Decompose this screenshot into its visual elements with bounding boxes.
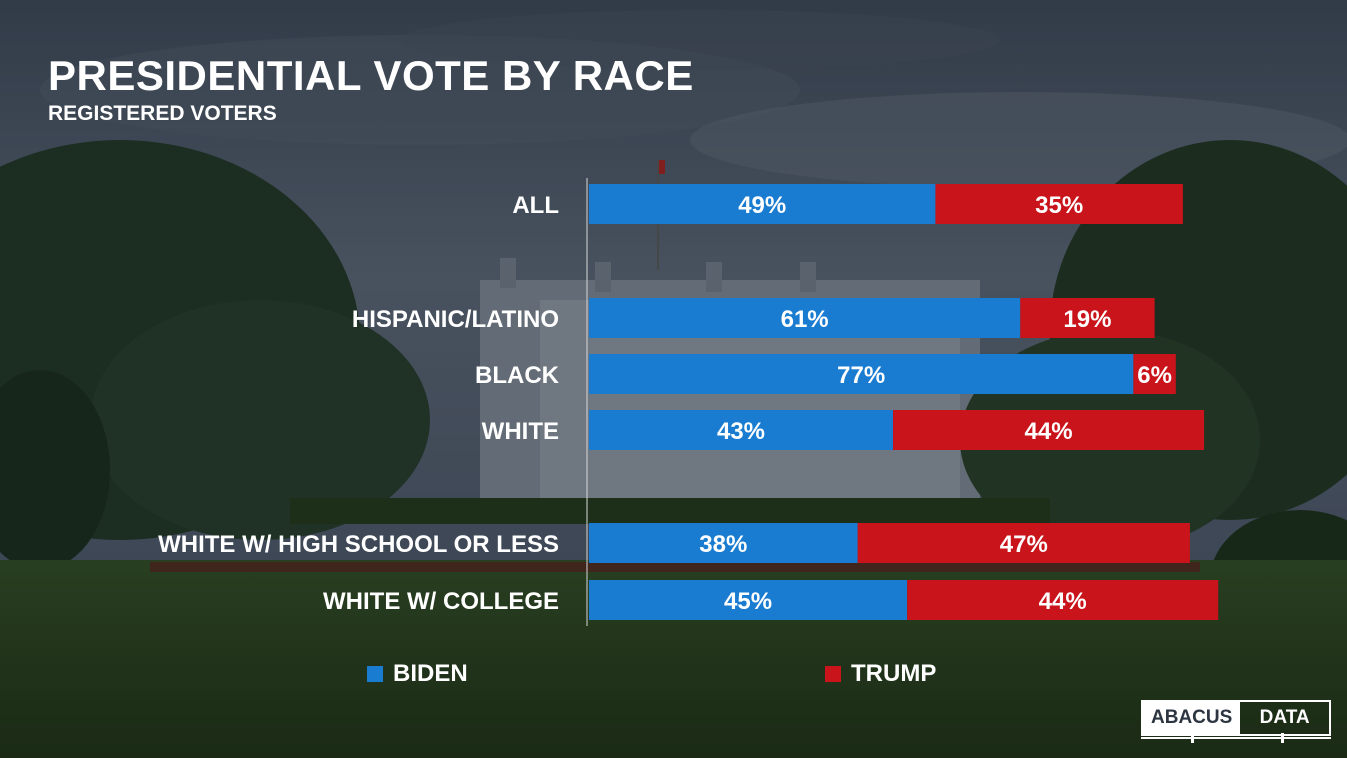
category-label-all: ALL xyxy=(512,192,559,219)
legend-item-trump: TRUMP xyxy=(825,660,936,688)
page-subtitle: REGISTERED VOTERS xyxy=(48,102,277,125)
value-label-biden-black: 77% xyxy=(837,362,885,389)
category-label-white-w-college: WHITE W/ COLLEGE xyxy=(323,588,559,615)
bar-trump-all xyxy=(935,184,1183,224)
value-label-trump-white-w-college: 44% xyxy=(1039,588,1087,615)
bar-trump-hispanic-latino xyxy=(1020,298,1155,338)
value-label-biden-hispanic-latino: 61% xyxy=(781,306,829,333)
category-label-white-w-high-school-or-less: WHITE W/ HIGH SCHOOL OR LESS xyxy=(158,531,559,558)
value-label-biden-white-w-college: 45% xyxy=(724,588,772,615)
category-label-hispanic-latino: HISPANIC/LATINO xyxy=(352,306,559,333)
bar-biden-hispanic-latino xyxy=(589,298,1021,338)
value-label-trump-white-w-high-school-or-less: 47% xyxy=(1000,531,1048,558)
value-label-biden-white: 43% xyxy=(717,418,765,445)
bar-biden-white-w-high-school-or-less xyxy=(589,523,858,563)
bar-trump-white-w-high-school-or-less xyxy=(857,523,1190,563)
bar-trump-white xyxy=(893,410,1205,450)
legend-item-biden: BIDEN xyxy=(367,660,468,688)
legend-label-trump: TRUMP xyxy=(851,660,937,687)
legend-label-biden: BIDEN xyxy=(393,660,468,687)
bar-trump-black xyxy=(1133,354,1176,394)
value-label-trump-black: 6% xyxy=(1137,362,1172,389)
logo-text-abacus: ABACUS xyxy=(1143,702,1241,734)
page-title: PRESIDENTIAL VOTE BY RACE xyxy=(48,52,694,99)
bar-biden-white-w-college xyxy=(589,580,908,620)
bars-layer: ALL 49% 35% HISPANIC/LATINO 61% 19% BLACK 77% 6%… xyxy=(158,184,1219,620)
bar-biden-all xyxy=(589,184,936,224)
logo-text-data: DATA xyxy=(1259,707,1310,728)
value-label-biden-all: 49% xyxy=(738,192,786,219)
abacus-data-logo: ABACUS DATA xyxy=(1141,700,1331,743)
legend-swatch-trump xyxy=(825,666,841,682)
value-label-trump-hispanic-latino: 19% xyxy=(1063,306,1111,333)
bar-biden-black xyxy=(589,354,1134,394)
category-label-black: BLACK xyxy=(475,362,560,389)
value-label-trump-all: 35% xyxy=(1035,192,1083,219)
legend-swatch-biden xyxy=(367,666,383,682)
value-label-trump-white: 44% xyxy=(1025,418,1073,445)
bar-trump-white-w-college xyxy=(907,580,1219,620)
bar-biden-white xyxy=(589,410,894,450)
category-label-white: WHITE xyxy=(482,418,559,445)
value-label-biden-white-w-high-school-or-less: 38% xyxy=(699,531,747,558)
